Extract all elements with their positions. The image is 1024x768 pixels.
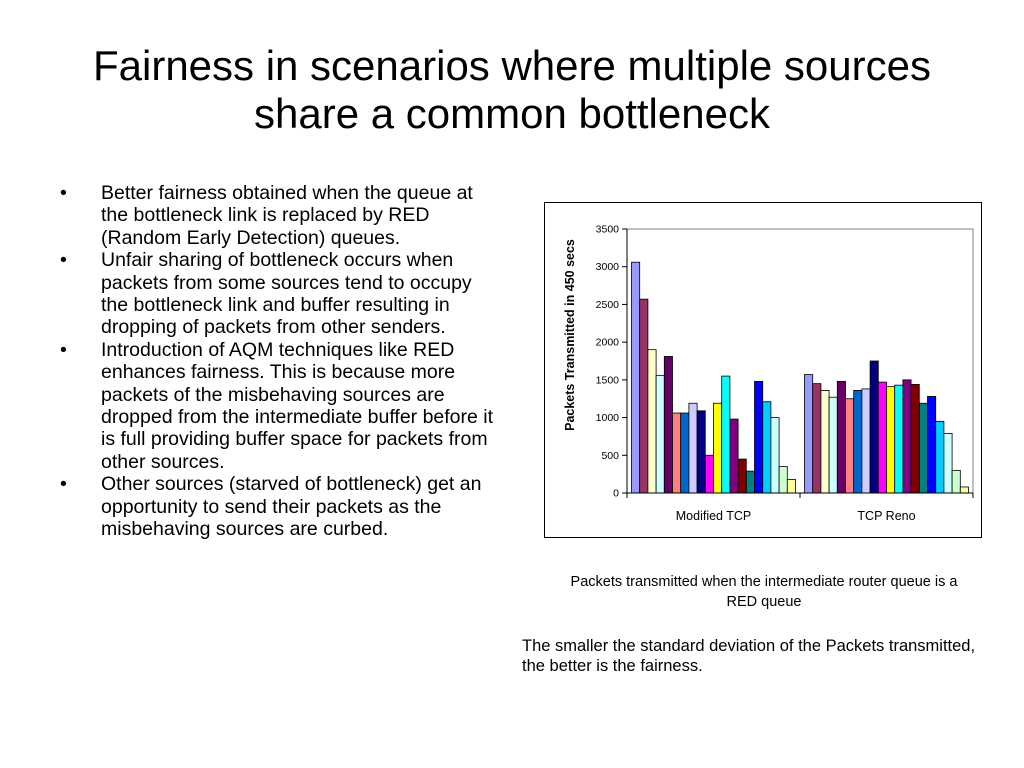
bar <box>918 402 928 494</box>
bar <box>647 349 657 494</box>
x-category-label: Modified TCP <box>676 509 752 523</box>
bar <box>812 383 822 494</box>
y-tick-label: 3500 <box>596 224 620 236</box>
bar <box>902 379 912 494</box>
bullet-item: Introduction of AQM techniques like RED … <box>58 339 503 473</box>
bar <box>631 261 641 494</box>
fairness-note: The smaller the standard deviation of th… <box>522 637 976 675</box>
y-tick-label: 2500 <box>596 299 620 311</box>
bar <box>672 412 682 494</box>
bar <box>786 479 796 494</box>
y-tick-label: 0 <box>613 488 619 500</box>
bar <box>655 374 665 494</box>
bar <box>820 390 830 494</box>
bullet-item: Unfair sharing of bottleneck occurs when… <box>58 249 503 339</box>
bar <box>762 401 772 494</box>
bar <box>894 384 904 494</box>
bar <box>959 486 969 494</box>
bar <box>804 374 814 494</box>
y-tick-label: 500 <box>601 450 619 462</box>
y-tick-label: 2000 <box>596 337 620 349</box>
y-tick-label: 3000 <box>596 261 620 273</box>
bullet-item: Other sources (starved of bottleneck) ge… <box>58 473 503 540</box>
bar <box>639 298 649 494</box>
bar <box>853 390 863 494</box>
x-category-label: TCP Reno <box>857 509 915 523</box>
bar-chart: 0 500 1000 1500 2000 2500 3000 3500 Modified TCP… <box>544 202 982 538</box>
bar <box>680 412 690 494</box>
bar <box>770 417 780 494</box>
bar <box>754 380 764 494</box>
bar <box>910 383 920 494</box>
bar <box>869 360 879 494</box>
bar <box>688 402 698 494</box>
y-axis-label: Packets Transmitted in 450 secs <box>563 239 577 431</box>
y-tick-label: 1000 <box>596 412 620 424</box>
bar <box>737 458 747 494</box>
bar <box>729 418 739 494</box>
bar <box>877 381 887 494</box>
bar <box>861 388 871 494</box>
bar <box>845 398 855 494</box>
chart-canvas: 0 500 1000 1500 2000 2500 3000 3500 Modified TCP… <box>563 224 974 523</box>
bar <box>886 386 896 494</box>
bar <box>696 410 706 494</box>
bar <box>943 433 953 494</box>
y-tick-label: 1500 <box>596 374 620 386</box>
bullet-list: Better fairness obtained when the queue … <box>58 182 503 541</box>
bullet-item: Better fairness obtained when the queue … <box>58 182 503 249</box>
bar <box>951 469 961 494</box>
bar <box>721 375 731 494</box>
bar <box>663 356 673 494</box>
chart-caption: Packets transmitted when the intermediat… <box>570 574 958 610</box>
bar <box>704 454 714 494</box>
bar <box>935 420 945 494</box>
bar <box>745 470 755 494</box>
bar <box>828 396 838 494</box>
slide-title: Fairness in scenarios where multiple sou… <box>92 42 931 137</box>
bar <box>778 466 788 494</box>
bar <box>927 396 937 494</box>
bar <box>836 380 846 494</box>
bar <box>713 402 723 494</box>
